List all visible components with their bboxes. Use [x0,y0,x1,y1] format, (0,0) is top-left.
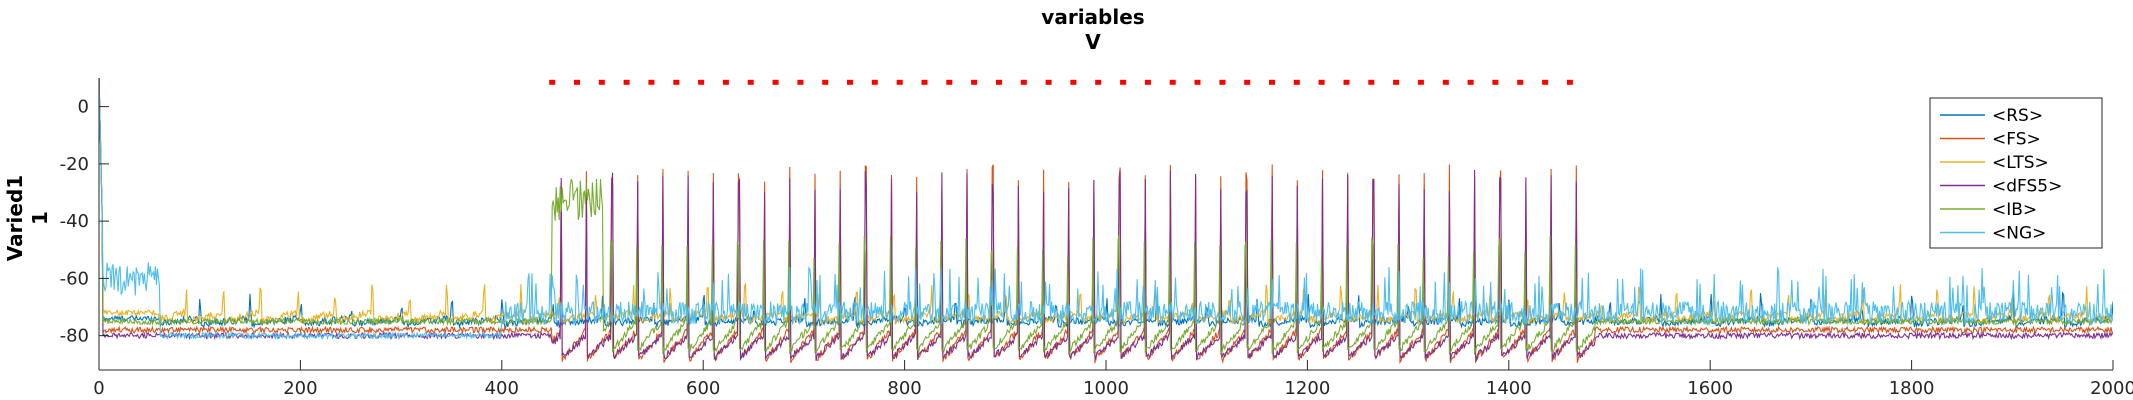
legend-box [1929,97,2103,249]
stimulus-dot [1194,79,1201,85]
stimulus-dot [1492,79,1499,85]
stimulus-dot [549,79,556,85]
y-axis-label-line-1: Varied1 [3,175,27,261]
stimulus-dot [797,79,804,85]
stimulus-dot [1169,79,1176,85]
series-line-5 [99,78,2113,341]
y-axis-label-line-2: 1 [28,211,52,225]
legend-entry-label: <RS> [1992,106,2043,126]
stimulus-dot [1095,79,1102,85]
y-tick-label: 0 [78,97,89,118]
legend-entry-label: <IB> [1992,200,2037,220]
stimulus-dot [971,79,978,85]
stimulus-dot [722,79,729,85]
stimulus-dot [847,79,853,85]
y-tick-label: -80 [60,326,89,347]
series-line-3 [99,78,2113,362]
stimulus-dot [698,79,705,85]
stimulus-dot [946,79,953,85]
stimulus-dot [1442,79,1449,85]
stimulus-dot [1566,79,1573,85]
legend-entry-label: <LTS> [1992,153,2049,173]
legend-entry-label: <NG> [1992,224,2046,244]
x-tick-label: 1600 [1687,378,1733,399]
axes [98,78,2113,371]
stimulus-dot [648,79,655,85]
stimulus-dot [1293,79,1300,85]
stimulus-dot [1045,79,1052,85]
x-tick-label: 200 [283,378,317,399]
stimulus-dot [822,79,829,85]
stimulus-dot [1417,79,1424,85]
stimulus-dot [1368,79,1375,85]
stimulus-dot [1542,79,1549,85]
series-line-0 [99,78,2113,330]
stimulus-dot [921,79,928,85]
stimulus-dot [1120,79,1127,85]
stimulus-dot [1244,79,1251,85]
chart-title: variables [1041,5,1144,29]
x-tick-label: 400 [485,378,519,399]
stimulus-dot [996,79,1002,85]
stimulus-dot [1343,79,1350,85]
x-tick-label: 1800 [1889,378,1935,399]
stimulus-dot [1144,79,1151,85]
stimulus-dot [598,79,605,85]
stimulus-dot [1318,79,1325,85]
x-tick-label: 1200 [1284,378,1330,399]
legend-entry-label: <FS> [1992,130,2041,150]
x-axis-ticks: 0 200 400 600 800 1000 1200 1400 1600 1800 2000 [93,360,2133,399]
stimulus-dot [1070,79,1077,85]
legend: <RS> <FS> <LTS> <dFS5> <IB> <NG> [1929,97,2103,249]
stimulus-marker-layer [549,79,1573,85]
stimulus-dot [623,79,630,85]
series-layer [99,78,2113,365]
stimulus-dot [1219,79,1226,85]
stimulus-dot [1467,79,1474,85]
stimulus-dot [747,79,754,85]
series-line-1 [99,78,2113,365]
x-tick-label: 1400 [1486,378,1532,399]
y-tick-label: -20 [60,154,89,175]
stimulus-dot [1517,79,1524,85]
stimulus-dot [871,79,878,85]
x-tick-label: 600 [686,378,720,399]
y-axis-ticks: 0 -20 -40 -60 -80 [60,97,109,347]
x-tick-label: 1000 [1083,378,1129,399]
stimulus-dot [673,79,680,85]
x-tick-label: 2000 [2090,378,2133,399]
y-tick-label: -60 [60,268,89,289]
x-tick-label: 800 [887,378,921,399]
stimulus-dot [772,79,779,85]
stimulus-dot [896,79,903,85]
stimulus-dot [1269,79,1275,85]
legend-entry-label: <dFS5> [1992,177,2062,197]
x-tick-label: 0 [93,378,104,399]
stimulus-dot [1393,79,1400,85]
y-tick-label: -40 [60,211,89,232]
stimulus-dot [1020,79,1027,85]
series-line-4 [99,78,2113,356]
series-line-2 [99,78,2113,326]
chart-subtitle: V [1085,30,1101,54]
stimulus-dot [574,79,580,85]
y-axis-label: Varied1 1 [3,175,52,261]
